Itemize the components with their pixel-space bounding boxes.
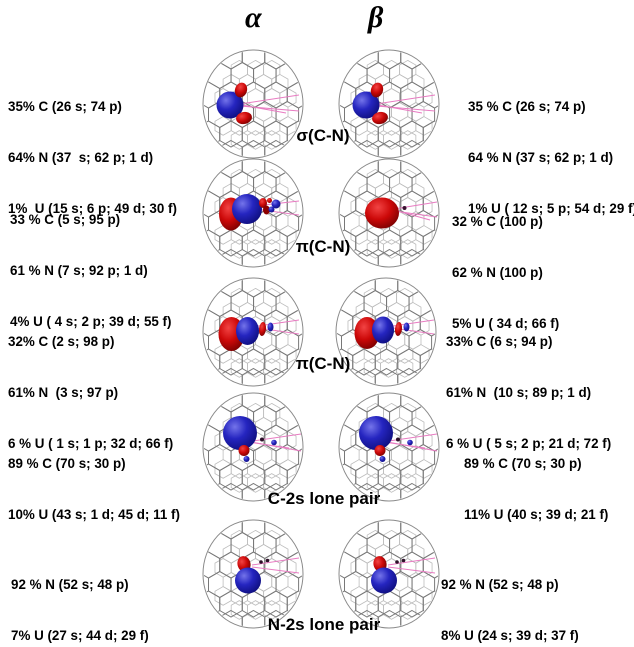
composition-line: 6 % U ( 1 s; 1 p; 32 d; 66 f) bbox=[8, 436, 174, 451]
row4-alpha-orbital-image bbox=[200, 391, 306, 503]
row3-alpha-composition: 32% C (2 s; 98 p) 61% N (3 s; 97 p) 6 % … bbox=[8, 299, 173, 486]
row5-beta-orbital-image bbox=[336, 518, 442, 630]
composition-line: 32% C (2 s; 98 p) bbox=[8, 334, 115, 349]
composition-line: 64% N (37 s; 62 p; 1 d) bbox=[8, 150, 154, 165]
composition-line: 61% N (10 s; 89 p; 1 d) bbox=[446, 385, 592, 400]
composition-line: 4% U ( 4 s; 2 p; 39 d; 55 f) bbox=[10, 314, 172, 329]
row1-beta-orbital-image bbox=[336, 48, 442, 160]
composition-line: 61% N (3 s; 97 p) bbox=[8, 385, 119, 400]
row2-beta-orbital-image bbox=[336, 157, 442, 269]
row5-alpha-orbital-image bbox=[200, 518, 306, 630]
composition-line: 1% U (15 s; 6 p; 49 d; 30 f) bbox=[8, 201, 177, 216]
composition-line: 35% C (26 s; 74 p) bbox=[8, 99, 122, 114]
column-header-alpha: α bbox=[245, 1, 262, 34]
composition-line: 11% U (40 s; 39 d; 21 f) bbox=[464, 507, 609, 522]
row4-alpha-composition: 89 % C (70 s; 30 p) 10% U (43 s; 1 d; 45… bbox=[8, 421, 180, 557]
row1-alpha-orbital-image bbox=[200, 48, 306, 160]
composition-line: 61 % N (7 s; 92 p; 1 d) bbox=[10, 263, 148, 278]
composition-line: 35 % C (26 s; 74 p) bbox=[468, 99, 586, 114]
row4-beta-orbital-image bbox=[336, 391, 442, 503]
composition-line: 89 % C (70 s; 30 p) bbox=[464, 456, 582, 471]
composition-line: 64 % N (37 s; 62 p; 1 d) bbox=[468, 150, 614, 165]
row1-alpha-composition: 35% C (26 s; 74 p) 64% N (37 s; 62 p; 1 … bbox=[8, 64, 177, 251]
composition-line: 6 % U ( 5 s; 2 p; 21 d; 72 f) bbox=[446, 436, 612, 451]
row4-orbital-label: C-2s lone pair bbox=[267, 489, 381, 508]
row3-orbital-label: π(C-N) bbox=[295, 354, 351, 373]
row3-alpha-orbital-image bbox=[200, 276, 306, 388]
row2-alpha-composition: 33 % C (5 s; 95 p) 61 % N (7 s; 92 p; 1 … bbox=[10, 177, 171, 364]
row5-alpha-composition: 92 % N (52 s; 48 p) 7% U (27 s; 44 d; 29… bbox=[11, 542, 149, 647]
row1-beta-composition: 35 % C (26 s; 74 p) 64 % N (37 s; 62 p; … bbox=[468, 64, 634, 251]
composition-line: 32 % C (100 p) bbox=[452, 214, 543, 229]
composition-line: 7% U (27 s; 44 d; 29 f) bbox=[11, 628, 149, 643]
row4-beta-composition: 89 % C (70 s; 30 p) 11% U (40 s; 39 d; 2… bbox=[464, 421, 608, 557]
composition-line: 92 % N (52 s; 48 p) bbox=[11, 577, 129, 592]
composition-line: 89 % C (70 s; 30 p) bbox=[8, 456, 126, 471]
row2-beta-composition: 32 % C (100 p) 62 % N (100 p) 5% U ( 34 … bbox=[452, 179, 559, 366]
row2-orbital-label: π(C-N) bbox=[295, 237, 351, 256]
composition-line: 62 % N (100 p) bbox=[452, 265, 543, 280]
composition-line: 33% C (6 s; 94 p) bbox=[446, 334, 553, 349]
composition-line: 33 % C (5 s; 95 p) bbox=[10, 212, 121, 227]
column-header-beta: β bbox=[368, 1, 384, 34]
composition-line: 92 % N (52 s; 48 p) bbox=[441, 577, 559, 592]
composition-line: 5% U ( 34 d; 66 f) bbox=[452, 316, 560, 331]
row5-orbital-label: N-2s lone pair bbox=[267, 615, 381, 634]
row3-beta-composition: 33% C (6 s; 94 p) 61% N (10 s; 89 p; 1 d… bbox=[446, 299, 611, 486]
composition-line: 8% U (24 s; 39 d; 37 f) bbox=[441, 628, 579, 643]
row1-orbital-label: σ(C-N) bbox=[296, 126, 350, 145]
composition-line: 10% U (43 s; 1 d; 45 d; 11 f) bbox=[8, 507, 180, 522]
row2-alpha-orbital-image bbox=[200, 157, 306, 269]
composition-line: 1% U ( 12 s; 5 p; 54 d; 29 f) bbox=[468, 201, 634, 216]
row5-beta-composition: 92 % N (52 s; 48 p) 8% U (24 s; 39 d; 37… bbox=[441, 542, 579, 647]
